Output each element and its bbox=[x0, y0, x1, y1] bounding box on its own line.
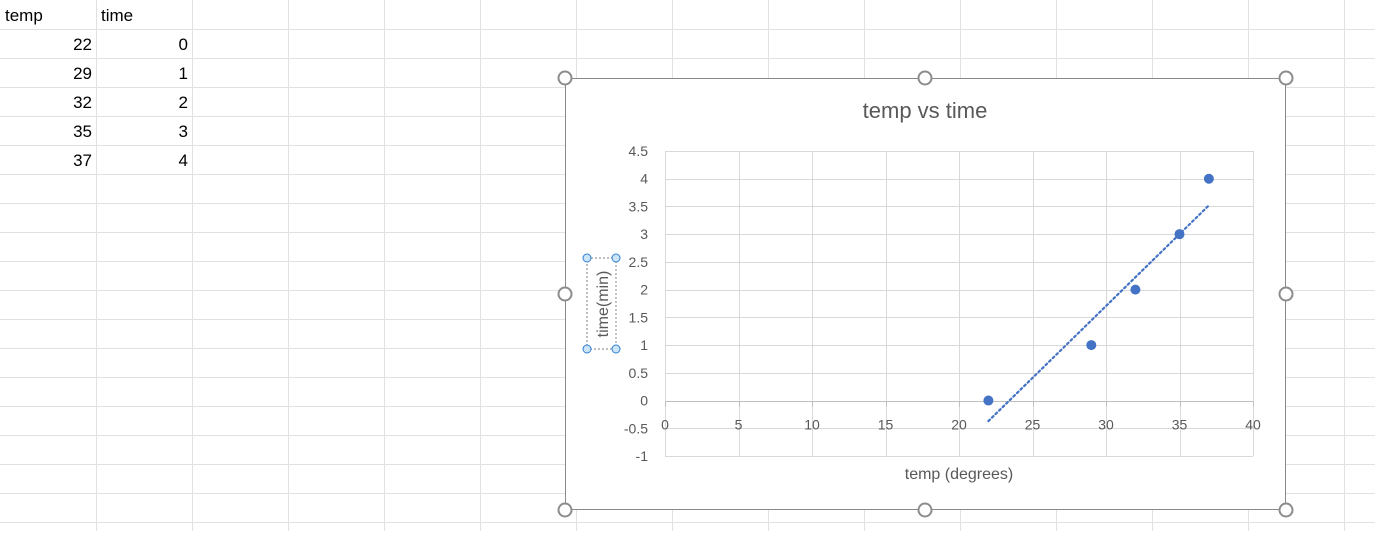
data-point-2[interactable] bbox=[1130, 284, 1141, 295]
x-tick-label-7: 35 bbox=[1172, 417, 1188, 433]
y-tick-label-5: 2 bbox=[640, 282, 648, 298]
x-tick-label-8: 40 bbox=[1245, 417, 1261, 433]
cell-temp-3[interactable]: 32 bbox=[73, 93, 92, 112]
y-tick-label-1: 4 bbox=[640, 171, 648, 187]
chart-resize-handle-6[interactable] bbox=[1278, 286, 1294, 302]
linear-trendline[interactable] bbox=[987, 204, 1211, 423]
cell-temp-2[interactable]: 29 bbox=[73, 64, 92, 83]
x-tick-label-3: 15 bbox=[878, 417, 894, 433]
cell-time-1[interactable]: 0 bbox=[178, 35, 188, 54]
data-point-3[interactable] bbox=[1174, 229, 1185, 240]
cell-time-5[interactable]: 4 bbox=[178, 151, 188, 170]
x-tick-label-0: 0 bbox=[661, 417, 669, 433]
y-tick-label-8: 0.5 bbox=[629, 365, 649, 381]
data-point-4[interactable] bbox=[1203, 173, 1214, 184]
chart-resize-handle-5[interactable] bbox=[1278, 70, 1294, 86]
chart-resize-handle-4[interactable] bbox=[917, 502, 933, 518]
x-tick-label-2: 10 bbox=[804, 417, 820, 433]
x-tick-label-5: 25 bbox=[1025, 417, 1041, 433]
x-tick-label-4: 20 bbox=[951, 417, 967, 433]
y-tick-label-7: 1 bbox=[640, 337, 648, 353]
chart-resize-handle-7[interactable] bbox=[1278, 502, 1294, 518]
cell-temp-4[interactable]: 35 bbox=[73, 122, 92, 141]
cell-time-3[interactable]: 2 bbox=[178, 93, 188, 112]
chart-resize-handle-0[interactable] bbox=[557, 70, 573, 86]
cell-temp-5[interactable]: 37 bbox=[73, 151, 92, 170]
y-tick-label-2: 3.5 bbox=[629, 198, 649, 214]
y-axis-title-handle-2[interactable] bbox=[582, 344, 592, 354]
y-axis-title-handle-1[interactable] bbox=[611, 253, 621, 263]
y-tick-label-4: 2.5 bbox=[629, 254, 649, 270]
data-point-0[interactable] bbox=[983, 395, 994, 406]
x-tick-label-6: 30 bbox=[1098, 417, 1114, 433]
data-point-1[interactable] bbox=[1086, 340, 1097, 351]
scatter-chart[interactable] bbox=[565, 78, 1286, 510]
y-tick-label-9: 0 bbox=[640, 393, 648, 409]
y-tick-label-3: 3 bbox=[640, 226, 648, 242]
cell-temp-1[interactable]: 22 bbox=[73, 35, 92, 54]
y-tick-label-10: -0.5 bbox=[624, 420, 648, 436]
y-tick-label-0: 4.5 bbox=[629, 143, 649, 159]
y-tick-label-11: -1 bbox=[636, 448, 649, 464]
chart-resize-handle-3[interactable] bbox=[917, 70, 933, 86]
y-axis-title-handle-0[interactable] bbox=[582, 253, 592, 263]
cell-time-4[interactable]: 3 bbox=[178, 122, 188, 141]
chart-title[interactable]: temp vs time bbox=[863, 98, 988, 123]
header-cell-time[interactable]: time bbox=[101, 6, 134, 25]
header-cell-temp[interactable]: temp bbox=[5, 6, 43, 25]
cell-time-2[interactable]: 1 bbox=[178, 64, 188, 83]
chart-resize-handle-2[interactable] bbox=[557, 502, 573, 518]
y-tick-label-6: 1.5 bbox=[629, 309, 649, 325]
x-tick-label-1: 5 bbox=[735, 417, 743, 433]
y-axis-title[interactable]: time(min) bbox=[595, 271, 612, 338]
x-axis-title[interactable]: temp (degrees) bbox=[905, 466, 1014, 483]
chart-resize-handle-1[interactable] bbox=[557, 286, 573, 302]
y-axis-title-handle-3[interactable] bbox=[611, 344, 621, 354]
